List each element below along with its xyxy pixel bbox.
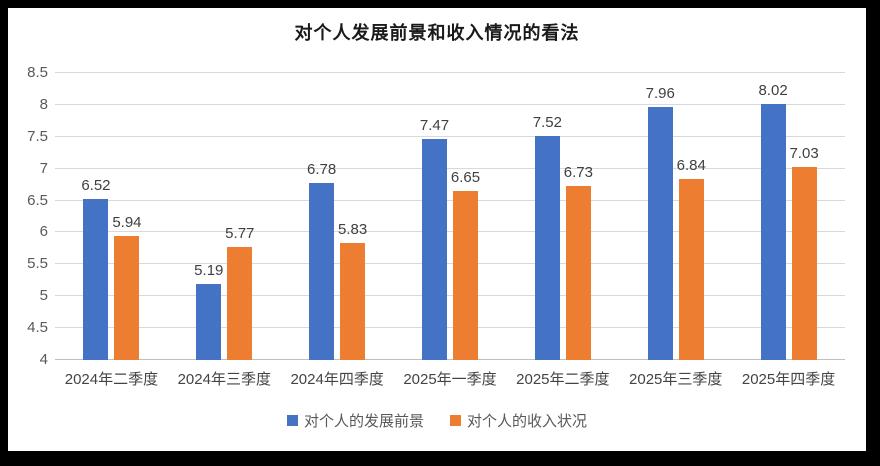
x-tick-label: 2024年四季度 xyxy=(290,371,384,388)
x-tick-label: 2025年二季度 xyxy=(516,371,610,388)
y-tick-label: 6.5 xyxy=(27,191,48,209)
bar-income-status xyxy=(340,243,366,360)
bar-value-label: 6.78 xyxy=(307,160,337,178)
legend-swatch-blue-icon xyxy=(286,415,298,426)
legend-swatch-orange-icon xyxy=(450,415,461,426)
bar-value-label: 6.84 xyxy=(676,156,706,174)
gridline xyxy=(55,263,845,265)
gridline xyxy=(55,231,845,233)
legend-label-development-prospects: 对个人的发展前景 xyxy=(303,413,424,430)
y-tick-label: 5 xyxy=(39,287,48,305)
y-tick-label: 8.5 xyxy=(27,64,48,81)
bar-value-label: 7.52 xyxy=(532,113,562,131)
gridline xyxy=(55,103,845,105)
bar-income-status xyxy=(565,185,591,360)
legend-item-development-prospects: 对个人的发展前景 xyxy=(286,410,424,431)
y-tick-label: 6 xyxy=(39,223,48,241)
bar-development-prospects xyxy=(534,135,560,360)
x-tick-label: 2024年二季度 xyxy=(64,371,159,388)
bar-development-prospects xyxy=(647,107,673,360)
bar-value-label: 6.52 xyxy=(81,177,111,195)
bar-income-status xyxy=(791,166,817,360)
bar-development-prospects xyxy=(83,199,109,360)
bar-income-status xyxy=(227,247,253,360)
gridline xyxy=(55,295,845,297)
bar-value-label: 7.96 xyxy=(645,85,675,103)
chart-title: 对个人发展前景和收入情况的看法 xyxy=(294,23,580,43)
x-tick-label: 2024年三季度 xyxy=(177,371,271,388)
x-tick-label: 2025年四季度 xyxy=(741,371,836,388)
chart-canvas: 对个人发展前景和收入情况的看法 6.52 5.94 2024年二季度 5.19 5.77… xyxy=(8,8,866,451)
bar-development-prospects xyxy=(422,138,447,360)
legend: 对个人的发展前景 对个人的收入状况 xyxy=(8,410,866,431)
x-tick-label: 2025年三季度 xyxy=(629,371,723,388)
bar-value-label: 8.02 xyxy=(758,81,788,99)
gridline xyxy=(55,135,845,137)
gridline xyxy=(55,327,845,329)
bar-income-status xyxy=(453,191,478,360)
bar-income-status xyxy=(114,236,140,360)
bar-value-label: 6.65 xyxy=(450,169,481,186)
bar-income-status xyxy=(678,178,704,360)
bar-value-label: 7.47 xyxy=(419,116,450,134)
legend-label-income-status: 对个人的收入状况 xyxy=(467,413,588,430)
y-tick-label: 5.5 xyxy=(27,255,48,273)
bar-development-prospects xyxy=(309,182,335,360)
x-tick-label: 2025年一季度 xyxy=(403,371,497,388)
y-tick-label: 4.5 xyxy=(27,319,48,337)
y-tick-label: 4 xyxy=(39,351,48,368)
bar-development-prospects xyxy=(196,284,222,360)
bar-value-label: 5.83 xyxy=(338,221,368,239)
x-axis-line xyxy=(55,359,845,360)
y-tick-label: 7 xyxy=(39,159,48,177)
bar-value-label: 5.77 xyxy=(225,225,255,243)
gridline xyxy=(55,72,845,73)
gridline xyxy=(55,199,845,201)
bar-value-label: 5.94 xyxy=(112,214,142,232)
y-tick-label: 8 xyxy=(39,95,48,113)
plot-area: 6.52 5.94 2024年二季度 5.19 5.77 2024年三季度 6.78 5.83… xyxy=(55,72,845,388)
gridline xyxy=(55,167,845,169)
bar-development-prospects xyxy=(760,103,786,360)
legend-item-income-status: 对个人的收入状况 xyxy=(450,410,587,431)
y-tick-label: 7.5 xyxy=(27,127,48,145)
bar-value-label: 7.03 xyxy=(789,144,819,162)
bar-value-label: 5.19 xyxy=(194,262,224,280)
bar-value-label: 6.73 xyxy=(563,163,593,181)
